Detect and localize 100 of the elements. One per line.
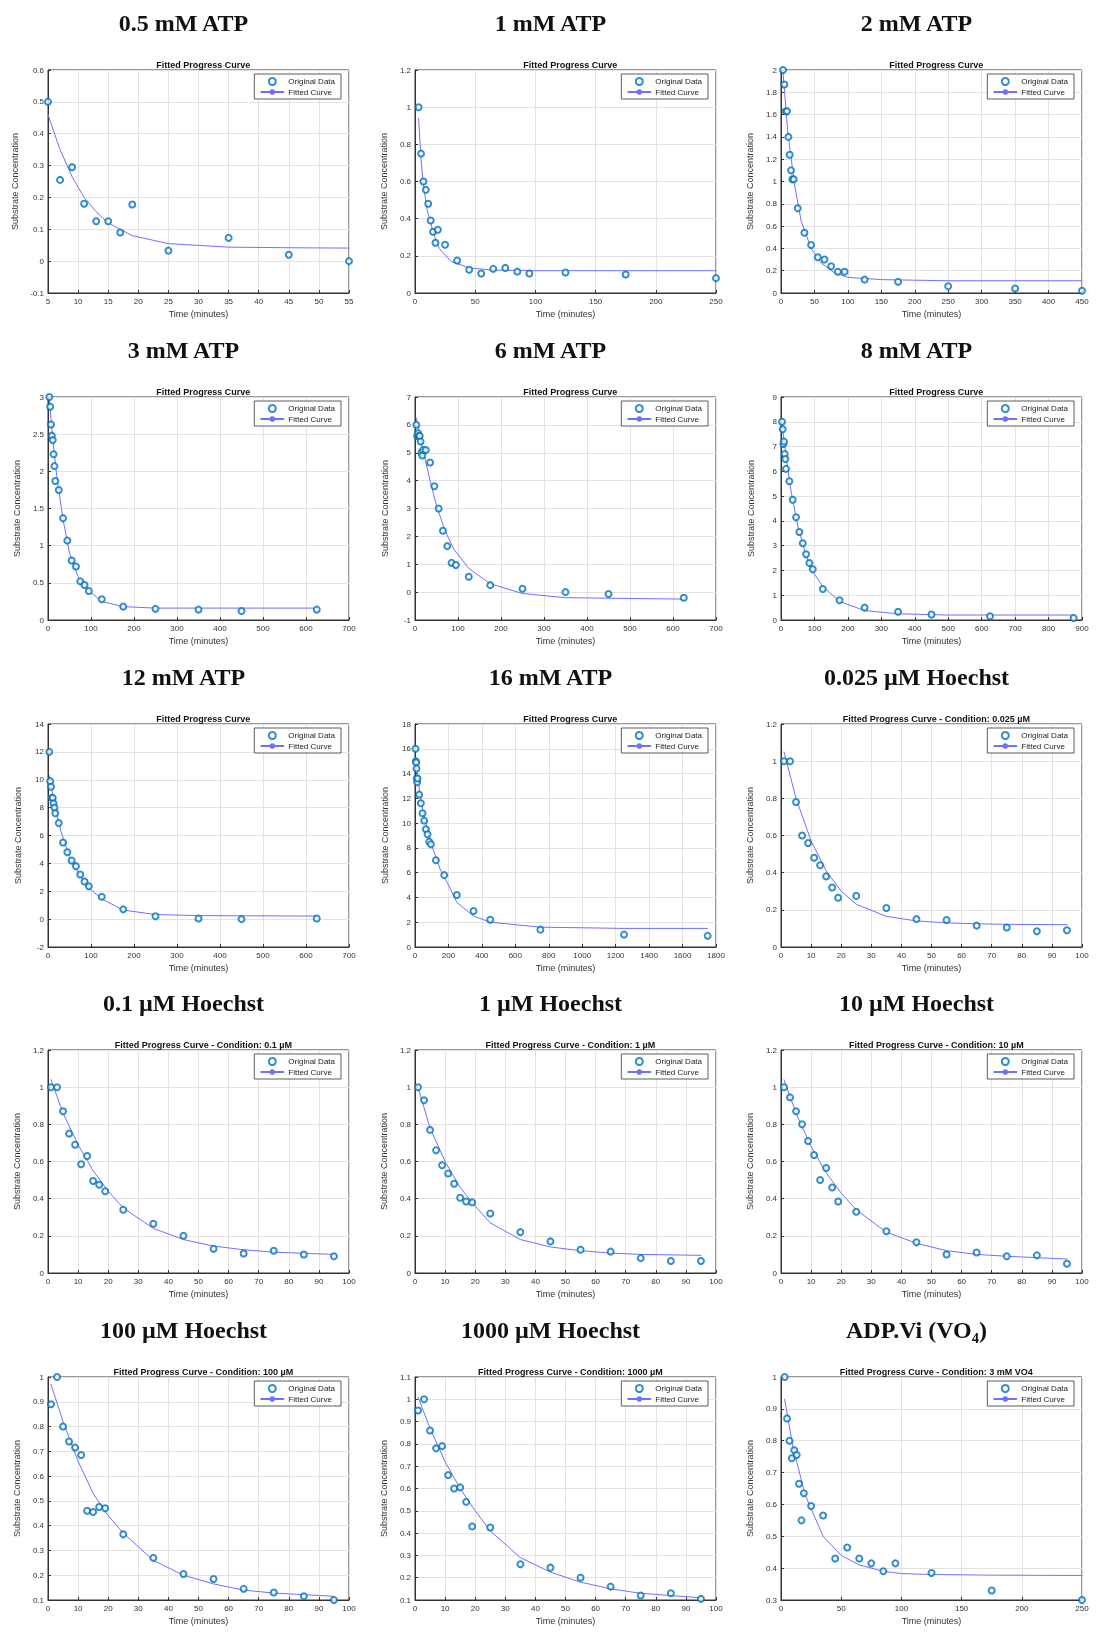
legend-label: Original Data — [654, 1384, 703, 1394]
legend-label: Fitted Curve — [288, 87, 333, 97]
y-tick-label: 0.5 — [32, 578, 45, 588]
chart-title: 12 mM ATP — [121, 663, 246, 690]
legend-label: Fitted Curve — [1021, 87, 1066, 97]
y-tick-label: 0.2 — [399, 1573, 412, 1583]
chart-title: 1 mM ATP — [494, 10, 606, 36]
x-tick-label: 350 — [1008, 296, 1023, 306]
y-tick-label: 9 — [772, 392, 778, 402]
chart-title: 1000 µM Hoechst — [460, 1317, 640, 1344]
y-tick-label: 8 — [406, 842, 412, 852]
x-tick-label: 600 — [508, 950, 523, 960]
x-tick-label: 60 — [957, 950, 967, 960]
y-tick-label: 0 — [39, 914, 45, 924]
y-axis-title: Substrate Concentration — [745, 459, 756, 557]
y-tick-label: 1 — [772, 756, 778, 766]
x-tick-label: 900 — [1075, 623, 1090, 633]
y-tick-label: 0.6 — [32, 1471, 45, 1481]
x-tick-label: 1800 — [706, 950, 726, 960]
y-tick-label: 0.9 — [399, 1417, 412, 1427]
legend-label: Original Data — [288, 1384, 336, 1394]
x-tick-label: 0 — [779, 296, 785, 306]
x-axis-title: Time (minutes) — [901, 1616, 962, 1627]
x-tick-label: 0 — [779, 1276, 785, 1286]
x-tick-label: 100 — [808, 623, 822, 633]
x-tick-label: 15 — [103, 296, 114, 306]
y-tick-label: -1 — [403, 615, 412, 625]
y-tick-label: 0 — [406, 288, 412, 298]
x-tick-label: 100 — [84, 623, 99, 633]
x-tick-label: 40 — [897, 1276, 907, 1286]
x-axis-title: Time (minutes) — [535, 309, 595, 320]
y-tick-label: 5 — [406, 448, 412, 458]
x-tick-label: 30 — [194, 296, 204, 306]
chart-subtitle: Fitted Progress Curve — [522, 59, 618, 70]
x-tick-label: 55 — [344, 296, 354, 306]
y-tick-label: 0.2 — [399, 1231, 412, 1241]
y-tick-label: 0.7 — [32, 1447, 45, 1457]
x-tick-label: 20 — [470, 1603, 480, 1613]
y-tick-label: 3 — [39, 392, 45, 402]
x-tick-label: 600 — [299, 950, 314, 960]
y-axis-title: Substrate Concentration — [379, 459, 390, 557]
x-axis-title: Time (minutes) — [901, 962, 962, 973]
y-tick-label: 0.8 — [766, 1436, 778, 1446]
x-tick-label: 100 — [342, 1276, 357, 1286]
y-tick-label: 12 — [35, 746, 45, 756]
y-tick-label: 0.3 — [32, 161, 45, 171]
legend-label: Fitted Curve — [288, 1394, 333, 1404]
x-tick-label: 20 — [133, 296, 144, 306]
y-tick-label: 0.4 — [766, 867, 778, 877]
x-tick-label: 100 — [708, 1276, 723, 1286]
x-tick-label: 400 — [579, 623, 594, 633]
y-tick-label: 6 — [39, 830, 45, 840]
x-tick-label: 40 — [530, 1603, 541, 1613]
x-tick-label: 200 — [441, 950, 456, 960]
y-tick-label: 0.8 — [766, 793, 778, 803]
x-tick-label: 50 — [194, 1276, 204, 1286]
y-tick-label: 1.2 — [766, 1045, 778, 1055]
x-tick-label: 500 — [256, 950, 271, 960]
x-tick-label: 80 — [1017, 1276, 1028, 1286]
y-tick-label: 0.2 — [32, 1570, 45, 1580]
y-tick-label: 7 — [772, 441, 778, 451]
x-tick-label: 100 — [1075, 1276, 1090, 1286]
y-tick-label: 6 — [406, 420, 412, 430]
legend-label: Original Data — [654, 730, 703, 740]
x-tick-label: 80 — [651, 1603, 661, 1613]
x-tick-label: 70 — [987, 1276, 998, 1286]
legend-label: Fitted Curve — [288, 414, 333, 424]
x-tick-label: 40 — [254, 296, 264, 306]
chart-title: 10 µM Hoechst — [839, 990, 995, 1017]
chart-title: 0.1 µM Hoechst — [102, 990, 265, 1017]
legend-label: Original Data — [1021, 1057, 1069, 1067]
x-tick-label: 400 — [213, 623, 228, 633]
x-tick-label: 50 — [837, 1603, 847, 1613]
chart-title: 0.025 µM Hoechst — [824, 663, 1010, 690]
x-tick-label: 10 — [73, 296, 84, 306]
chart-subtitle: Fitted Progress Curve — [156, 713, 251, 724]
x-tick-label: 20 — [837, 1276, 847, 1286]
x-tick-label: 45 — [284, 296, 294, 306]
y-axis-title: Substrate Concentration — [12, 786, 23, 884]
x-axis-title: Time (minutes) — [168, 1289, 229, 1300]
x-tick-label: 300 — [975, 296, 990, 306]
x-tick-label: 200 — [908, 296, 923, 306]
x-tick-label: 100 — [342, 1603, 357, 1613]
legend-label: Original Data — [654, 1057, 703, 1067]
y-tick-label: 2 — [772, 565, 778, 575]
x-tick-label: 10 — [440, 1603, 450, 1613]
y-tick-label: 1.2 — [399, 1045, 412, 1055]
y-tick-label: 10 — [35, 774, 45, 784]
x-tick-label: 80 — [284, 1276, 294, 1286]
y-tick-label: 0.8 — [766, 199, 778, 209]
x-tick-label: 35 — [224, 296, 234, 306]
y-tick-label: 1.2 — [399, 65, 412, 75]
x-tick-label: 300 — [170, 623, 185, 633]
x-tick-label: 70 — [620, 1276, 631, 1286]
y-tick-label: 0.4 — [399, 1528, 412, 1538]
y-tick-label: 1 — [406, 102, 412, 112]
x-tick-label: 100 — [450, 623, 465, 633]
y-tick-label: 18 — [401, 719, 412, 729]
y-tick-label: 0 — [39, 615, 45, 625]
y-tick-label: -2 — [36, 942, 45, 952]
